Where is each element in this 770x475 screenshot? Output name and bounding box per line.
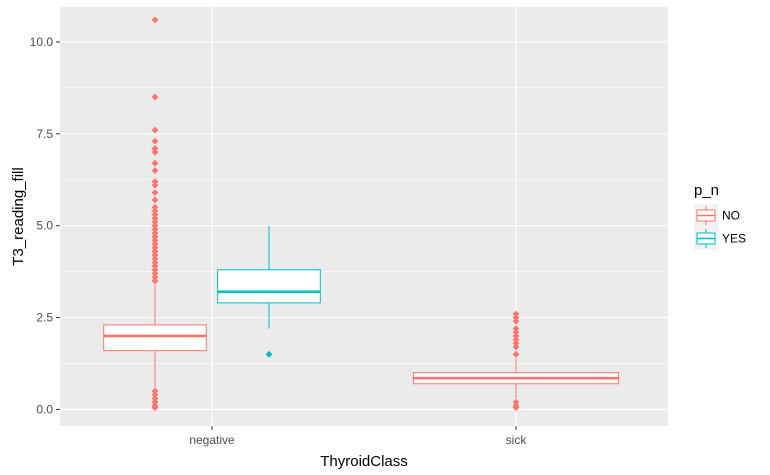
- outlier-point: [151, 16, 159, 24]
- legend-item-no: NO: [694, 204, 740, 227]
- outlier-point: [151, 255, 159, 263]
- outlier-point: [151, 181, 159, 189]
- outlier-point: [512, 314, 520, 321]
- outlier-point: [151, 277, 159, 285]
- outlier-point: [151, 391, 159, 399]
- legend-item-yes: YES: [694, 227, 746, 250]
- box-NO-sick: [412, 310, 620, 412]
- outlier-point: [151, 259, 159, 266]
- outlier-point: [151, 159, 159, 167]
- outlier-point: [151, 189, 159, 197]
- outlier-point: [151, 222, 159, 230]
- y-tick-label: 2.5: [36, 311, 53, 325]
- outlier-point: [151, 137, 159, 145]
- outlier-point: [512, 325, 520, 333]
- outlier-point: [151, 387, 159, 395]
- outlier-point: [151, 196, 159, 204]
- y-tick-label: 5.0: [36, 219, 53, 233]
- legend-title: p_n: [694, 182, 719, 199]
- box-YES-negative: [217, 225, 321, 358]
- outlier-point: [151, 248, 159, 255]
- plot-panel: [60, 7, 668, 426]
- outlier-point: [151, 203, 159, 211]
- box-iqr: [217, 269, 321, 304]
- outlier-point: [151, 211, 159, 219]
- grid-lines: [60, 7, 668, 426]
- outlier-point: [151, 233, 159, 241]
- outlier-point: [512, 332, 520, 340]
- outlier-point: [151, 244, 159, 252]
- outlier-point: [151, 145, 159, 152]
- outlier-point: [512, 343, 520, 351]
- outlier-point: [151, 273, 159, 281]
- outlier-point: [151, 225, 159, 233]
- outlier-point: [151, 93, 159, 101]
- outlier-point: [512, 339, 520, 347]
- y-tick-label: 10.0: [30, 35, 54, 49]
- y-axis-ticks: 0.0 2.5 5.0 7.5 10.0: [30, 35, 60, 416]
- outlier-point: [512, 317, 520, 325]
- y-axis-title: T3_reading_fill: [10, 167, 27, 265]
- outlier-point: [151, 167, 159, 174]
- box-NO-negative: [103, 16, 207, 412]
- outlier-point: [151, 214, 159, 222]
- outlier-point: [151, 240, 159, 248]
- x-axis-title: ThyroidClass: [320, 453, 408, 470]
- outlier-point: [151, 178, 159, 185]
- y-tick-label: 7.5: [36, 127, 53, 141]
- outlier-point: [151, 229, 159, 237]
- outlier-point: [512, 402, 520, 410]
- outlier-point: [151, 148, 159, 156]
- outlier-point: [512, 350, 520, 358]
- outlier-point: [151, 398, 159, 406]
- outlier-point: [151, 236, 159, 244]
- legend-label: YES: [722, 232, 746, 246]
- outlier-point: [151, 395, 159, 402]
- outlier-point: [151, 270, 159, 277]
- outlier-point: [151, 402, 159, 410]
- legend-label: NO: [722, 209, 740, 223]
- boxes: [103, 16, 620, 412]
- outlier-point: [512, 328, 520, 336]
- outlier-point: [151, 262, 159, 270]
- outlier-point: [151, 207, 159, 215]
- legend: p_n NO YES: [694, 182, 746, 250]
- outlier-point: [151, 266, 159, 274]
- x-tick-label: negative: [189, 433, 235, 447]
- outlier-point: [151, 126, 159, 134]
- x-axis-ticks: negative sick: [189, 426, 527, 447]
- outlier-point: [151, 218, 159, 226]
- outlier-point: [512, 310, 520, 318]
- y-tick-label: 0.0: [36, 402, 53, 416]
- box-iqr: [103, 324, 207, 352]
- outlier-point: [512, 398, 520, 406]
- x-tick-label: sick: [506, 433, 528, 447]
- outlier-point: [151, 251, 159, 259]
- outlier-point: [512, 336, 520, 344]
- outlier-point: [265, 350, 273, 358]
